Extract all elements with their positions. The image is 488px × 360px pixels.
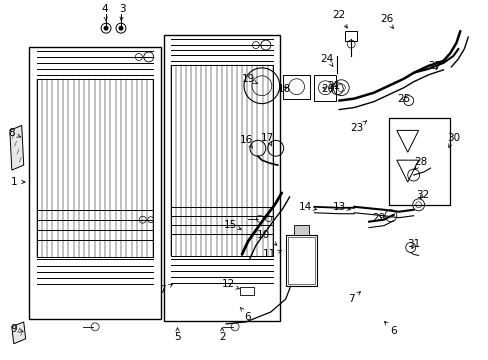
Text: 14: 14 [298, 202, 316, 212]
Text: 13: 13 [332, 202, 349, 212]
Text: 1: 1 [10, 177, 25, 187]
Text: 19: 19 [241, 74, 257, 84]
Bar [285, 235, 317, 286]
Text: 6: 6 [240, 307, 251, 322]
Circle shape [103, 26, 108, 31]
Bar [170, 65, 272, 256]
Text: 31: 31 [406, 239, 420, 249]
Bar [345, 31, 356, 41]
Circle shape [118, 26, 123, 31]
Text: 12: 12 [221, 279, 239, 289]
Bar [314, 75, 336, 100]
Text: 9: 9 [10, 324, 23, 334]
Text: 20: 20 [320, 84, 333, 94]
Text: 3: 3 [120, 4, 126, 21]
Text: 2: 2 [219, 328, 225, 342]
Text: 11: 11 [263, 249, 281, 260]
Text: 16: 16 [239, 135, 252, 148]
Polygon shape [10, 125, 24, 170]
Bar [29, 47, 161, 319]
Bar [287, 237, 315, 284]
Bar [388, 118, 449, 205]
Text: 24: 24 [320, 54, 333, 67]
Bar [240, 287, 253, 295]
Text: 21: 21 [327, 81, 340, 91]
Text: 7: 7 [347, 292, 360, 304]
Bar [37, 79, 152, 257]
Text: 15: 15 [223, 220, 241, 230]
Text: 32: 32 [415, 190, 428, 200]
Text: 28: 28 [413, 157, 427, 170]
Text: 30: 30 [446, 133, 459, 148]
Text: 27: 27 [427, 61, 440, 71]
Text: 7: 7 [159, 284, 172, 295]
Text: 8: 8 [8, 129, 20, 138]
Text: 26: 26 [380, 14, 393, 28]
Text: 29: 29 [371, 213, 385, 223]
Text: 17: 17 [261, 133, 274, 146]
Bar [163, 35, 279, 321]
Text: 25: 25 [396, 94, 409, 104]
Text: 10: 10 [257, 230, 276, 245]
Bar [282, 75, 310, 99]
Text: 6: 6 [384, 321, 396, 336]
Text: 4: 4 [102, 4, 108, 21]
Bar [293, 225, 309, 235]
Text: 23: 23 [350, 121, 366, 134]
Polygon shape [12, 322, 26, 344]
Text: 22: 22 [332, 10, 346, 28]
Text: 18: 18 [278, 84, 291, 94]
Text: 5: 5 [174, 328, 181, 342]
